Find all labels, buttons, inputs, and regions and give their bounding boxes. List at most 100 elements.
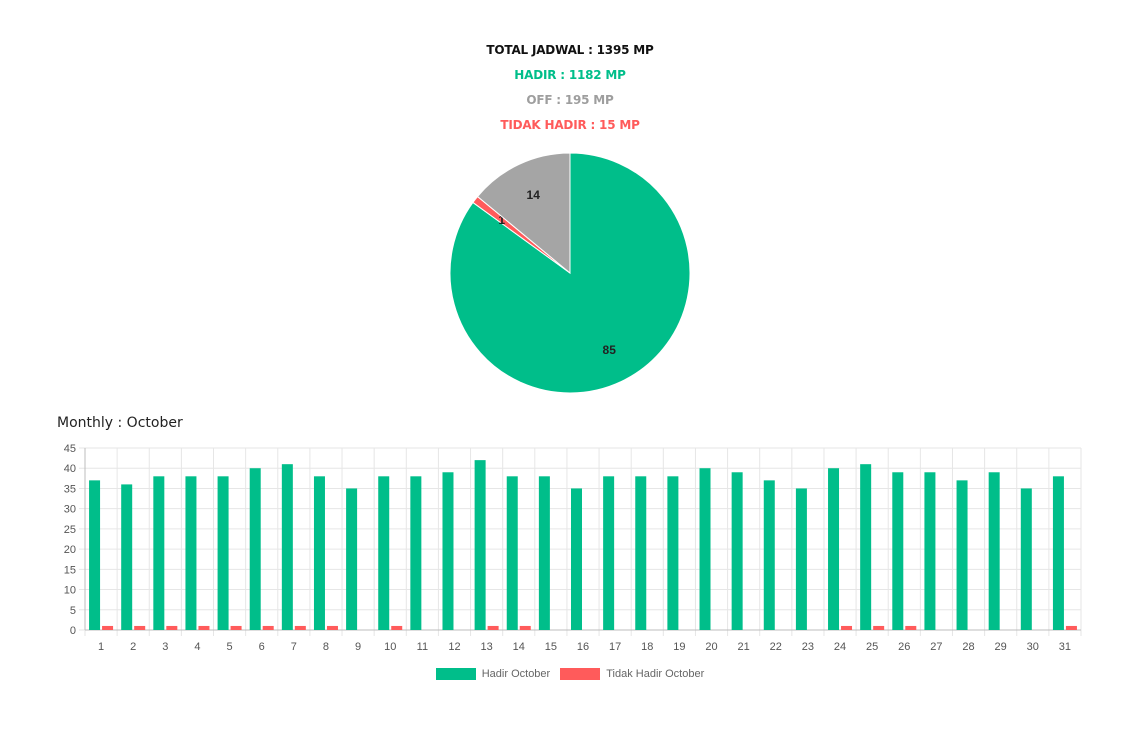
x-tick-label: 28	[962, 641, 974, 653]
bar-hadir-4[interactable]	[185, 476, 197, 630]
x-tick-label: 5	[227, 641, 233, 653]
x-tick-label: 21	[738, 641, 750, 653]
y-tick-label: 25	[64, 524, 76, 536]
bar-hadir-12[interactable]	[442, 472, 454, 630]
bar-tidak-hadir-4[interactable]	[198, 625, 210, 630]
bar-hadir-15[interactable]	[538, 476, 550, 630]
tidak-hadir-label: TIDAK HADIR : 15 MP	[500, 118, 640, 132]
bar-hadir-1[interactable]	[89, 480, 101, 630]
x-tick-label: 20	[705, 641, 717, 653]
bar-hadir-9[interactable]	[346, 488, 358, 630]
bar-hadir-13[interactable]	[474, 460, 486, 630]
legend-swatch-hadir	[435, 668, 476, 680]
y-tick-label: 35	[64, 483, 76, 495]
legend-item-hadir[interactable]: Hadir October	[435, 668, 551, 680]
y-tick-label: 15	[64, 564, 76, 576]
bar-tidak-hadir-24[interactable]	[841, 625, 853, 630]
hadir-label: HADIR : 1182 MP	[514, 68, 626, 82]
bar-hadir-7[interactable]	[281, 464, 293, 630]
x-tick-label: 24	[834, 641, 846, 653]
legend-swatch-tidak-hadir	[560, 668, 601, 680]
monthly-title: Monthly : October	[57, 415, 183, 431]
bar-hadir-5[interactable]	[217, 476, 229, 630]
x-tick-label: 12	[448, 641, 460, 653]
x-tick-label: 13	[480, 641, 492, 653]
bar-tidak-hadir-25[interactable]	[873, 625, 885, 630]
x-tick-label: 31	[1059, 641, 1071, 653]
legend-label-tidak-hadir: Tidak Hadir October	[606, 668, 705, 680]
pie-slice-label-2: 14	[527, 188, 541, 202]
x-tick-label: 1	[98, 641, 104, 653]
x-tick-label: 8	[323, 641, 329, 653]
x-tick-label: 7	[291, 641, 297, 653]
x-tick-label: 10	[384, 641, 396, 653]
bar-hadir-18[interactable]	[635, 476, 647, 630]
off-label: OFF : 195 MP	[526, 93, 614, 107]
bar-tidak-hadir-3[interactable]	[166, 625, 178, 630]
x-tick-label: 17	[609, 641, 621, 653]
pie-slice-label-1: 1	[498, 213, 505, 227]
bar-tidak-hadir-6[interactable]	[262, 625, 274, 630]
bar-hadir-3[interactable]	[153, 476, 165, 630]
bar-hadir-25[interactable]	[860, 464, 872, 630]
y-tick-label: 40	[64, 463, 76, 475]
y-tick-label: 5	[70, 605, 76, 617]
bar-tidak-hadir-2[interactable]	[134, 625, 146, 630]
total-jadwal-label: TOTAL JADWAL : 1395 MP	[486, 43, 654, 57]
bar-hadir-19[interactable]	[667, 476, 679, 630]
bar-hadir-29[interactable]	[988, 472, 1000, 630]
bar-hadir-11[interactable]	[410, 476, 422, 630]
bar-tidak-hadir-5[interactable]	[230, 625, 242, 630]
bar-hadir-16[interactable]	[571, 488, 582, 630]
y-tick-label: 30	[64, 504, 76, 516]
x-tick-label: 18	[641, 641, 653, 653]
x-tick-label: 6	[259, 641, 265, 653]
bar-legend: Hadir October Tidak Hadir October	[0, 668, 1140, 680]
bar-tidak-hadir-31[interactable]	[1065, 625, 1077, 630]
bar-hadir-31[interactable]	[1052, 476, 1064, 630]
x-tick-label: 26	[898, 641, 910, 653]
x-tick-label: 23	[802, 641, 814, 653]
x-tick-label: 16	[577, 641, 589, 653]
y-tick-label: 45	[64, 443, 76, 455]
x-tick-label: 25	[866, 641, 878, 653]
legend-label-hadir: Hadir October	[481, 668, 551, 680]
bar-hadir-17[interactable]	[603, 476, 615, 630]
bar-hadir-20[interactable]	[699, 468, 711, 630]
x-tick-label: 2	[130, 641, 136, 653]
legend-item-tidak-hadir[interactable]: Tidak Hadir October	[560, 668, 704, 680]
bar-tidak-hadir-13[interactable]	[487, 625, 499, 630]
x-tick-label: 15	[545, 641, 557, 653]
bar-tidak-hadir-10[interactable]	[391, 625, 403, 630]
x-tick-label: 14	[513, 641, 525, 653]
x-tick-label: 3	[162, 641, 168, 653]
bar-tidak-hadir-7[interactable]	[294, 625, 306, 630]
bar-hadir-14[interactable]	[506, 476, 518, 630]
bar-hadir-8[interactable]	[313, 476, 325, 630]
bar-hadir-27[interactable]	[924, 472, 936, 630]
x-tick-label: 30	[1027, 641, 1039, 653]
bar-hadir-24[interactable]	[828, 468, 840, 630]
bar-hadir-22[interactable]	[763, 480, 775, 630]
bar-hadir-2[interactable]	[121, 484, 133, 630]
bar-tidak-hadir-8[interactable]	[326, 625, 338, 630]
bar-hadir-28[interactable]	[956, 480, 968, 630]
x-tick-label: 29	[995, 641, 1007, 653]
x-tick-label: 22	[770, 641, 782, 653]
bar-hadir-21[interactable]	[731, 472, 743, 630]
x-tick-label: 9	[355, 641, 361, 653]
pie-chart: 85 1 14	[449, 152, 691, 394]
pie-slice-2[interactable]	[476, 152, 571, 275]
bar-tidak-hadir-1[interactable]	[102, 625, 114, 630]
x-tick-label: 11	[417, 641, 428, 653]
bar-hadir-6[interactable]	[249, 468, 261, 630]
x-tick-label: 19	[673, 641, 685, 653]
y-tick-label: 0	[70, 625, 76, 637]
bar-hadir-10[interactable]	[378, 476, 390, 630]
bar-hadir-23[interactable]	[795, 488, 807, 630]
y-tick-label: 20	[64, 544, 76, 556]
bar-tidak-hadir-26[interactable]	[905, 625, 917, 630]
bar-tidak-hadir-14[interactable]	[519, 625, 531, 630]
bar-hadir-30[interactable]	[1020, 488, 1032, 630]
bar-hadir-26[interactable]	[892, 472, 904, 630]
